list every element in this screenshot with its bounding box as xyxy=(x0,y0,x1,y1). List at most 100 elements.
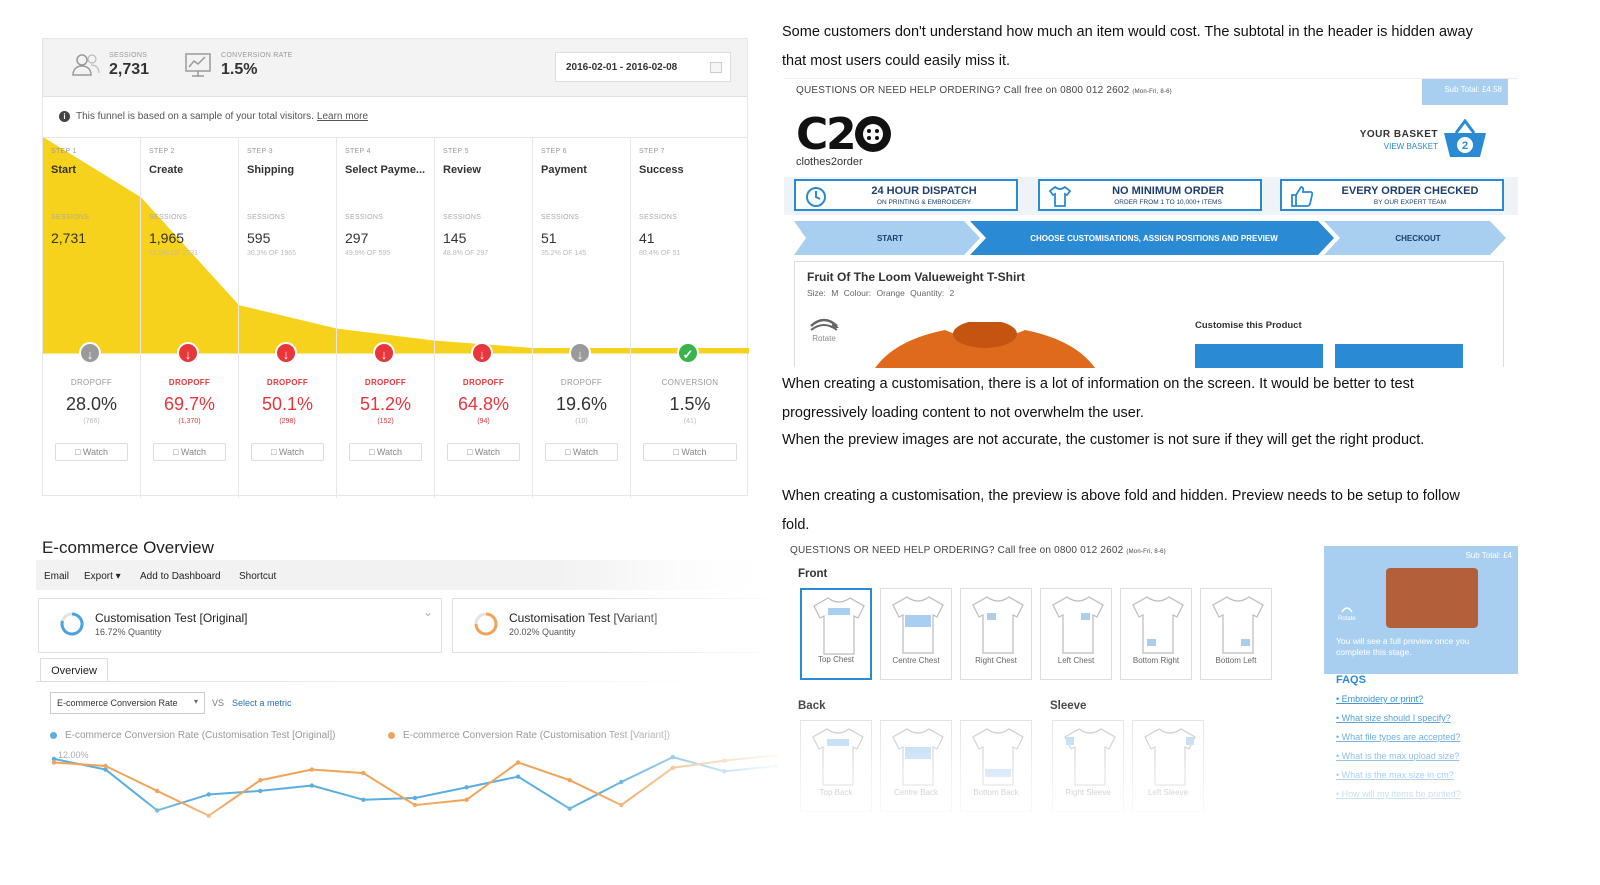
data-point[interactable] xyxy=(361,770,366,776)
position-tile-centre-back[interactable]: Centre Back xyxy=(880,720,952,812)
arrow-down-icon[interactable]: ↓ xyxy=(373,342,395,364)
learn-more-link[interactable]: Learn more xyxy=(316,111,369,122)
data-point[interactable] xyxy=(670,754,676,760)
data-point[interactable] xyxy=(361,797,366,802)
position-tile-top-chest[interactable]: Top Chest xyxy=(800,588,872,680)
email-button[interactable]: Email xyxy=(44,571,70,582)
position-tile-right-chest[interactable]: Right Chest xyxy=(960,588,1032,680)
date-range-picker[interactable]: 2016-02-01 - 2016-02-08 xyxy=(555,52,731,82)
data-point[interactable] xyxy=(154,808,160,813)
segment-original[interactable]: Customisation Test [Original] 16.72% Qua… xyxy=(38,598,442,653)
arrow-down-icon[interactable]: ↓ xyxy=(275,342,297,364)
rotate-button[interactable]: Rotate xyxy=(807,314,841,343)
add-to-dashboard-button[interactable]: Add to Dashboard xyxy=(140,571,221,582)
position-tile-centre-chest[interactable]: Centre Chest xyxy=(880,588,952,680)
add-text-button[interactable] xyxy=(1335,344,1463,368)
position-tile-right-sleeve[interactable]: Right Sleeve xyxy=(1052,720,1124,812)
arrow-down-icon[interactable]: ↓ xyxy=(79,342,101,364)
data-point[interactable] xyxy=(103,763,108,769)
position-tile-left-sleeve[interactable]: Left Sleeve xyxy=(1132,720,1204,812)
data-point[interactable] xyxy=(103,767,108,772)
data-point[interactable] xyxy=(309,783,315,788)
faq-link[interactable]: • How will my items be printed? xyxy=(1336,789,1461,799)
logo-tagline: clothes2order xyxy=(796,156,863,168)
data-point[interactable] xyxy=(722,758,727,763)
position-tile-bottom-right[interactable]: Bottom Right xyxy=(1120,588,1192,680)
c2o-logo[interactable]: C 2 clothes2order xyxy=(796,109,896,168)
subtotal-badge[interactable]: Sub Total: £4 xyxy=(1465,551,1512,560)
export-button[interactable]: Export ▾ xyxy=(84,571,121,582)
faq-link[interactable]: • What is the max size in cm? xyxy=(1336,770,1454,780)
sessions-stat: SESSIONS 2,731 xyxy=(71,51,149,79)
data-point[interactable] xyxy=(412,802,418,808)
arrow-down-icon[interactable]: ↓ xyxy=(569,342,591,364)
data-point[interactable] xyxy=(722,769,727,774)
watch-button[interactable]: □ Watch xyxy=(349,443,422,461)
subtotal-badge[interactable]: Sub Total: £4.58 xyxy=(1422,79,1508,105)
sessions-label: SESSIONS xyxy=(247,214,286,221)
arrow-down-icon[interactable]: ↓ xyxy=(471,342,493,364)
progress-step-checkout[interactable] xyxy=(1324,221,1506,255)
data-point[interactable] xyxy=(773,763,779,769)
position-tile-left-chest[interactable]: Left Chest xyxy=(1040,588,1112,680)
data-point[interactable] xyxy=(206,813,211,818)
select-metric-link[interactable]: Select a metric xyxy=(232,698,292,708)
your-basket[interactable]: YOUR BASKET VIEW BASKET xyxy=(1360,129,1438,151)
shortcut-button[interactable]: Shortcut xyxy=(239,571,277,582)
check-icon[interactable]: ✓ xyxy=(677,342,699,364)
basket-icon[interactable]: 2 xyxy=(1442,119,1488,159)
data-point[interactable] xyxy=(670,765,676,770)
position-tile-bottom-left[interactable]: Bottom Left xyxy=(1200,588,1272,680)
data-point[interactable] xyxy=(206,792,211,797)
tab-overview[interactable]: Overview xyxy=(40,658,108,682)
dropoff-percent: 69.7% xyxy=(163,394,216,414)
data-point[interactable] xyxy=(515,760,521,765)
tshirt-icon xyxy=(972,728,1024,786)
data-point[interactable] xyxy=(258,778,263,783)
watch-button[interactable]: □ Watch xyxy=(251,443,324,461)
arrow-down-icon[interactable]: ↓ xyxy=(177,342,199,364)
data-point[interactable] xyxy=(515,774,521,779)
data-point[interactable] xyxy=(464,785,469,790)
calendar-icon[interactable] xyxy=(710,62,722,73)
view-basket-link[interactable]: VIEW BASKET xyxy=(1383,142,1438,151)
position-tile-bottom-back[interactable]: Bottom Back xyxy=(960,720,1032,812)
sessions-percent: 48.8% OF 297 xyxy=(443,250,489,257)
data-point[interactable] xyxy=(567,778,572,783)
sessions-label: SESSIONS xyxy=(51,214,90,221)
watch-button[interactable]: □ Watch xyxy=(153,443,226,461)
watch-button[interactable]: □ Watch xyxy=(55,443,128,461)
faq-link[interactable]: • Embroidery or print? xyxy=(1336,694,1424,704)
data-point[interactable] xyxy=(773,753,779,758)
data-point[interactable] xyxy=(464,797,469,802)
watch-button[interactable]: □ Watch xyxy=(447,443,520,461)
sessions-value: 41 xyxy=(639,230,655,246)
data-point[interactable] xyxy=(258,788,263,794)
dropoff-count: (766) xyxy=(83,418,100,425)
segment-variant[interactable]: Customisation Test [Variant] 20.02% Quan… xyxy=(452,598,782,653)
data-point[interactable] xyxy=(619,802,624,808)
faq-link[interactable]: • What is the max upload size? xyxy=(1336,751,1460,761)
data-point[interactable] xyxy=(51,756,57,762)
usp-minimum: NO MINIMUM ORDER ORDER FROM 1 TO 10,000+… xyxy=(1038,179,1262,211)
chevron-down-icon[interactable]: ⌄ xyxy=(422,605,433,619)
add-image-button[interactable] xyxy=(1195,344,1323,368)
faq-link[interactable]: • What file types are accepted? xyxy=(1336,732,1461,742)
data-point[interactable] xyxy=(51,760,57,765)
faq-link[interactable]: • What size should I specify? xyxy=(1336,713,1451,723)
data-point[interactable] xyxy=(309,767,315,772)
position-tile-top-back[interactable]: Top Back xyxy=(800,720,872,812)
data-point[interactable] xyxy=(619,779,624,785)
legend-variant-label: E-commerce Conversion Rate (Customisatio… xyxy=(403,730,670,741)
rotate-button[interactable]: Rotate xyxy=(1338,604,1356,622)
progress-step-customise[interactable] xyxy=(970,221,1334,255)
segment-original-sub: 16.72% Quantity xyxy=(95,627,162,637)
data-point[interactable] xyxy=(154,788,160,794)
segment-variant-spinner-icon xyxy=(474,612,498,636)
watch-button[interactable]: □ Watch xyxy=(545,443,618,461)
progress-step-start[interactable] xyxy=(794,221,980,255)
watch-button[interactable]: □ Watch xyxy=(643,443,737,461)
metric-select[interactable]: E-commerce Conversion Rate ▾ xyxy=(50,692,205,714)
data-point[interactable] xyxy=(567,806,572,811)
data-point[interactable] xyxy=(412,795,418,801)
